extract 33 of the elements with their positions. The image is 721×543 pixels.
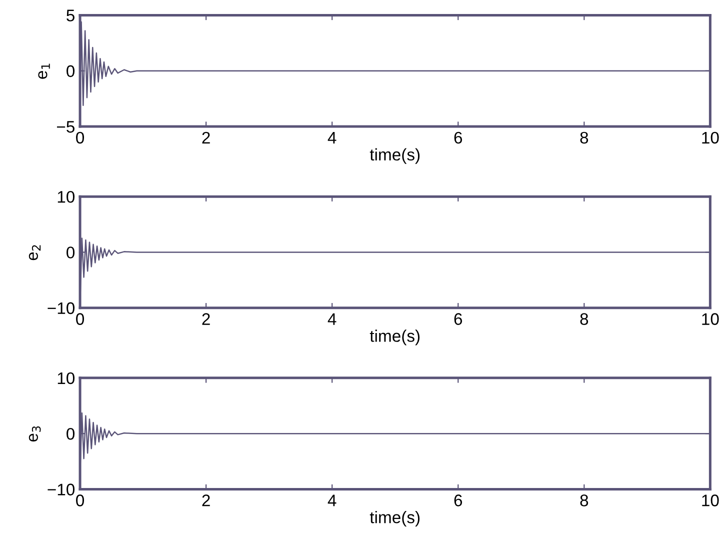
x-tick-label: 0 xyxy=(76,494,84,506)
y-tick-label: −10 xyxy=(48,302,75,314)
y-tick-label: −10 xyxy=(48,484,75,496)
y-tick-label: 10 xyxy=(58,372,75,384)
x-tick-label: 2 xyxy=(202,494,210,506)
x-tick-label: 2 xyxy=(202,132,210,144)
x-tick-label: 6 xyxy=(454,313,462,325)
x-tick-label: 4 xyxy=(328,313,336,325)
x-tick-label: 10 xyxy=(702,494,719,506)
x-tick-label: 2 xyxy=(202,313,210,325)
x-axis-title: time(s) xyxy=(370,148,420,164)
x-tick-label: 10 xyxy=(702,313,719,325)
y-axis-title: e$_{2}$ xyxy=(28,245,41,260)
x-tick-label: 6 xyxy=(454,132,462,144)
x-tick-label: 6 xyxy=(454,494,462,506)
x-tick-label: 8 xyxy=(580,313,588,325)
y-tick-label: 10 xyxy=(58,190,75,203)
x-axis-title: time(s) xyxy=(370,330,420,346)
x-axis-title: time(s) xyxy=(370,511,420,527)
x-tick-label: 0 xyxy=(76,132,84,144)
y-axis-title: e$_{3}$ xyxy=(28,426,41,442)
y-tick-label: 0 xyxy=(66,428,75,440)
y-tick-label: 0 xyxy=(66,246,75,258)
y-tick-label: 5 xyxy=(66,10,74,22)
x-tick-label: 4 xyxy=(328,132,336,144)
y-tick-label: −5 xyxy=(56,121,74,133)
x-tick-label: 10 xyxy=(702,132,719,144)
x-tick-label: 8 xyxy=(580,132,588,144)
x-tick-label: 0 xyxy=(76,313,84,325)
y-tick-label: 0 xyxy=(66,65,75,78)
x-tick-label: 4 xyxy=(328,494,336,506)
y-axis-title: e$_{1}$ xyxy=(38,64,50,79)
x-tick-label: 8 xyxy=(580,494,588,506)
